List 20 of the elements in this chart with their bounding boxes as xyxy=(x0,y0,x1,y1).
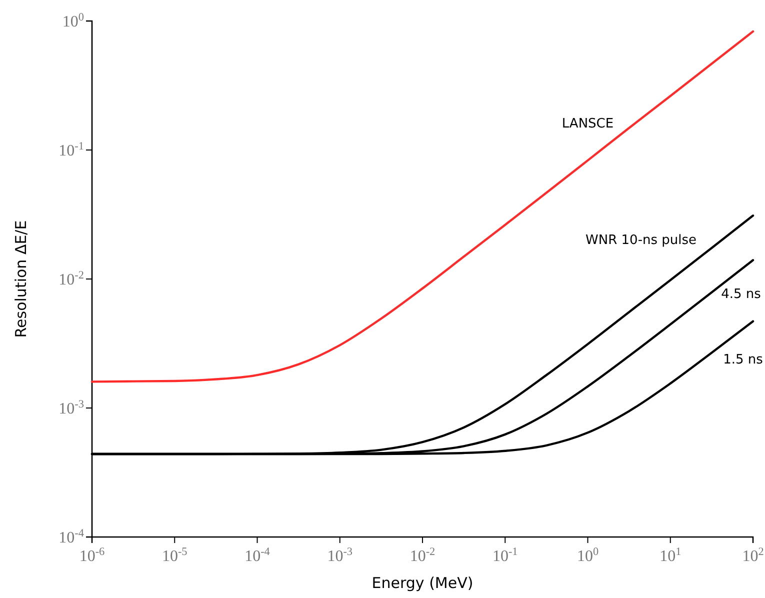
y-tick-label: 10$^{-4}$ xyxy=(58,528,84,547)
y-tick-label: 10$^{0}$ xyxy=(62,12,84,31)
x-tick-label: 10$^{0}$ xyxy=(576,546,599,565)
y-tick-label: 10$^{-3}$ xyxy=(58,398,84,418)
x-tick-label: 10$^{2}$ xyxy=(742,546,764,565)
y-axis-title: Resolution ΔE/E xyxy=(12,220,30,338)
series-label: 4.5 ns xyxy=(721,287,762,302)
x-axis-title: Energy (MeV) xyxy=(372,574,474,592)
x-tick-label: 10$^{-2}$ xyxy=(410,546,436,565)
x-tick-label: 10$^{-4}$ xyxy=(244,546,270,565)
x-tick-label: 10$^{-5}$ xyxy=(162,546,188,565)
series-label: 1.5 ns xyxy=(723,352,764,368)
series-label: WNR 10-ns pulse xyxy=(586,233,697,248)
x-tick-label: 10$^{-6}$ xyxy=(79,546,106,565)
y-tick-label: 10$^{-1}$ xyxy=(58,140,84,160)
x-tick-label: 10$^{1}$ xyxy=(660,546,682,565)
x-tick-label: 10$^{-3}$ xyxy=(327,546,353,565)
y-tick-label: 10$^{-2}$ xyxy=(58,270,84,289)
series-label: LANSCE xyxy=(562,116,614,132)
x-tick-label: 10$^{-1}$ xyxy=(492,546,518,565)
